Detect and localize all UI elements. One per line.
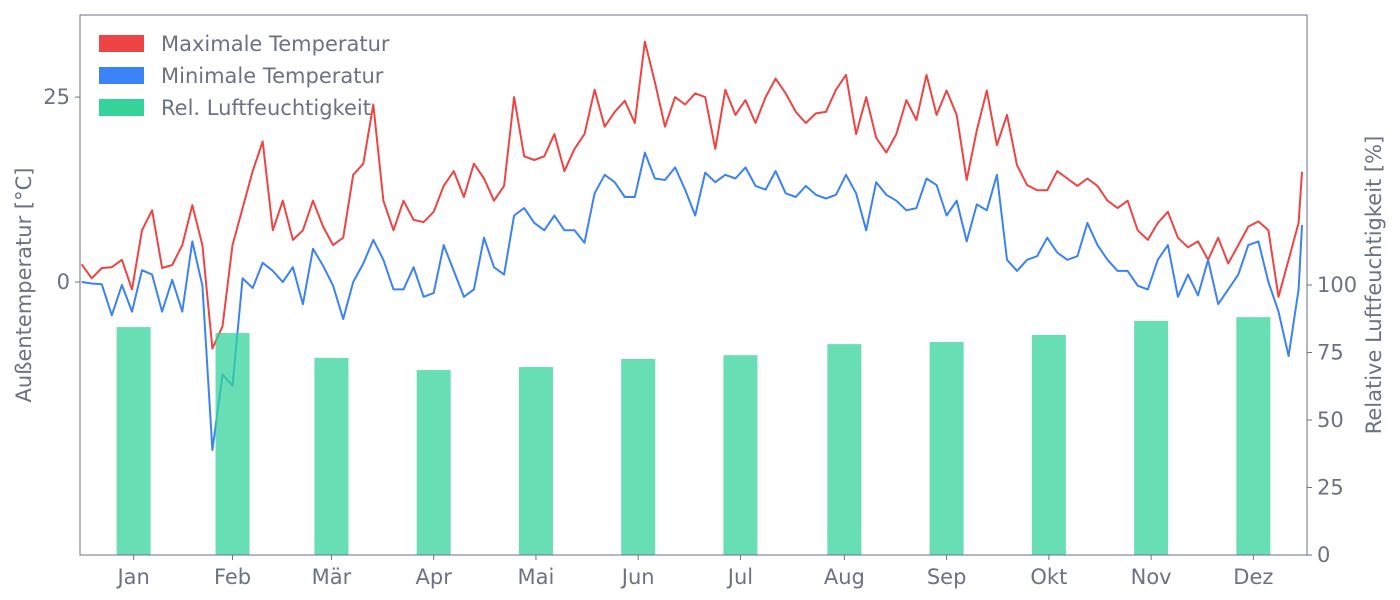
y-tick-label-left: 25 [43, 85, 70, 109]
humidity-bar-Nov [1134, 320, 1169, 555]
legend-swatch [99, 67, 144, 84]
x-tick-label: Mai [518, 565, 555, 589]
humidity-bar-Sep [929, 341, 964, 555]
legend-label: Minimale Temperatur [161, 64, 384, 88]
y-axis-label-left: Außentemperatur [°C] [12, 168, 36, 403]
x-tick-label: Apr [416, 565, 453, 589]
legend-label: Maximale Temperatur [161, 32, 390, 56]
humidity-bar-Mai [518, 367, 553, 555]
legend: Maximale Temperatur Minimale Temperatur Re… [99, 32, 390, 120]
humidity-bar-Jun [621, 358, 656, 555]
y-tick-label-right: 50 [1317, 408, 1344, 432]
humidity-bar-Mär [314, 357, 349, 555]
humidity-bar-Aug [827, 344, 862, 555]
legend-swatch [99, 35, 144, 52]
x-tick-label: Mär [312, 565, 352, 589]
humidity-bar-Apr [416, 370, 451, 555]
humidity-bar-Feb [215, 333, 250, 555]
series-line-max-temp [80, 40, 1303, 350]
bar-layer [116, 317, 1271, 555]
x-tick-label: Dez [1233, 565, 1273, 589]
y-axis-label-right: Relative Luftfeuchtigkeit [%] [1362, 136, 1386, 435]
x-tick-label: Okt [1030, 565, 1067, 589]
y-tick-label-left: 0 [57, 270, 70, 294]
x-tick-label: Jan [115, 565, 149, 589]
humidity-bar-Jul [723, 355, 758, 555]
y-tick-label-right: 100 [1317, 273, 1357, 297]
y-tick-label-right: 25 [1317, 476, 1344, 500]
axes: Jan Feb Mär Apr Mai Jun Jul Aug Sep Okt Nov Dez 0 25 0… [43, 14, 1357, 589]
y-tick-label-right: 75 [1317, 341, 1344, 365]
legend-swatch [99, 99, 144, 116]
line-layer [80, 40, 1303, 451]
y-tick-label-right: 0 [1317, 543, 1330, 567]
humidity-bar-Okt [1031, 334, 1066, 555]
x-tick-label: Jun [620, 565, 655, 589]
legend-label: Rel. Luftfeuchtigkeit [161, 96, 371, 120]
x-tick-label: Feb [214, 565, 251, 589]
x-tick-label: Nov [1131, 565, 1172, 589]
humidity-bar-Jan [116, 327, 151, 555]
x-tick-label: Sep [927, 565, 967, 589]
humidity-bar-Dez [1236, 317, 1271, 555]
x-tick-label: Jul [726, 565, 753, 589]
x-tick-label: Aug [824, 565, 865, 589]
series-line-min-temp [81, 151, 1303, 451]
